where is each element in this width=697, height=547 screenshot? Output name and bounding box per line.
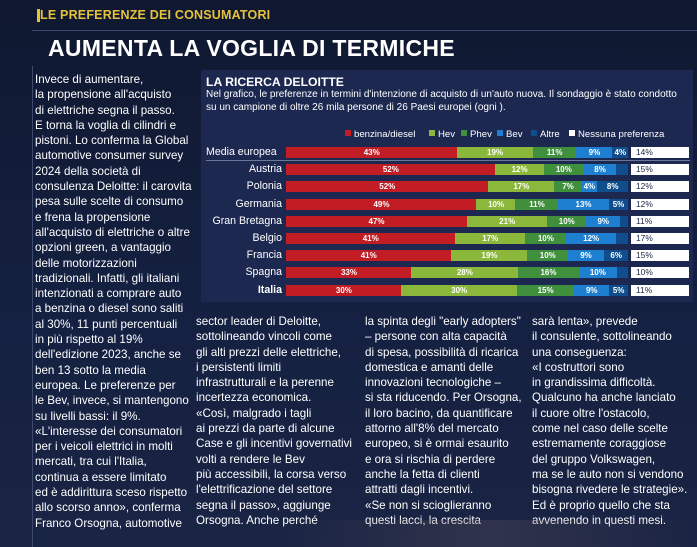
bar-segment: 28% xyxy=(411,267,519,279)
legend-label: Hev xyxy=(438,129,456,140)
rubric-marker xyxy=(37,9,40,22)
bar-segment: 5% xyxy=(608,198,629,210)
bar-segment: 33% xyxy=(286,267,412,279)
bar-segment: 3% xyxy=(615,164,629,176)
bar-segment: 4% xyxy=(612,147,629,158)
no-preference-value: 11% xyxy=(631,284,689,296)
bar-segment: 9% xyxy=(574,284,610,296)
background-glow xyxy=(280,520,697,547)
bar-segment: 43% xyxy=(286,147,458,158)
bar-segment: 12% xyxy=(495,164,544,176)
article-column-4: sarà lenta», prevede il consulente, sott… xyxy=(532,314,692,528)
bar-segment: 49% xyxy=(286,198,477,210)
article-column-2: sector leader di Deloitte, sottolineando… xyxy=(196,314,358,528)
chart-title: LA RICERCA DELOITTE xyxy=(206,75,344,89)
bar-segment: 7% xyxy=(554,181,582,193)
column-1-text: Invece di aumentare, la propensione all'… xyxy=(35,73,192,530)
legend-swatch xyxy=(429,130,435,136)
bar-segment: 3% xyxy=(616,267,629,279)
legend-label: Phev xyxy=(470,129,492,140)
bar-segment: 11% xyxy=(515,198,559,210)
no-preference-value: 12% xyxy=(631,198,689,210)
bar-segment: 9% xyxy=(567,250,605,262)
bar-segment: 12% xyxy=(566,233,617,244)
legend-swatch xyxy=(531,130,537,136)
legend-swatch xyxy=(461,130,467,136)
bar-segment: 9% xyxy=(576,147,613,158)
bar-segment: 5% xyxy=(608,284,629,296)
bar-segment: 19% xyxy=(450,250,528,262)
bar-segment: 6% xyxy=(603,250,629,262)
row-label: Media europea xyxy=(206,146,277,158)
bar-segment: 10% xyxy=(527,250,569,262)
bar-segment: 30% xyxy=(286,284,402,296)
bar-segment: 15% xyxy=(516,284,575,296)
average-divider xyxy=(206,160,690,161)
column-3-text: la spinta degli "early adopters" – perso… xyxy=(365,315,522,527)
row-label: Gran Bretagna xyxy=(212,214,283,227)
bar-segment: 10% xyxy=(543,164,585,176)
header-divider xyxy=(32,30,697,31)
legend-label: Altre xyxy=(540,129,560,140)
bar-segment: 52% xyxy=(286,164,496,176)
row-label: Spagna xyxy=(245,266,282,279)
bar-segment: 3% xyxy=(615,233,629,244)
row-label: Belgio xyxy=(252,232,282,244)
bar-segment: 10% xyxy=(524,233,567,244)
bar-segment: 4% xyxy=(581,181,598,193)
article-column-1: Invece di aumentare, la propensione all'… xyxy=(35,72,197,531)
row-label: Germania xyxy=(235,197,282,210)
row-label: Austria xyxy=(249,163,282,176)
legend-item-5: Altre xyxy=(531,129,560,140)
bar-segment: 8% xyxy=(596,181,629,193)
legend-swatch xyxy=(345,130,351,136)
row-label: Italia xyxy=(257,283,282,296)
no-preference-value: 15% xyxy=(631,250,689,262)
no-preference-value: 15% xyxy=(631,164,689,176)
bar-segment: 19% xyxy=(457,147,534,158)
bar-segment: 16% xyxy=(517,267,580,279)
bar-segment: 13% xyxy=(558,198,610,210)
legend-item-1: benzina/diesel xyxy=(345,129,415,140)
legend-label: Bev xyxy=(506,129,523,140)
column-4-text: sarà lenta», prevede il consulente, sott… xyxy=(532,315,688,527)
row-label: Francia xyxy=(246,249,282,262)
legend-item-2: Hev xyxy=(429,129,455,140)
legend-label: benzina/diesel xyxy=(354,129,416,140)
bar-segment: 10% xyxy=(476,198,516,210)
column-2-text: sector leader di Deloitte, sottolineando… xyxy=(196,315,352,527)
no-preference-value: 10% xyxy=(631,267,689,279)
bar-segment: 47% xyxy=(286,215,468,227)
section-rubric: LE PREFERENZE DEI CONSUMATORI xyxy=(40,8,271,22)
no-preference-value: 14% xyxy=(631,147,689,158)
chart-subtitle: Nel grafico, le preferenze in termini d'… xyxy=(206,89,677,113)
bar-segment: 41% xyxy=(286,233,456,244)
left-column-rule xyxy=(32,66,33,547)
no-preference-value: 12% xyxy=(631,181,689,193)
legend-item-4: Bev xyxy=(497,129,523,140)
bar-segment: 10% xyxy=(578,267,618,279)
no-preference-value: 11% xyxy=(631,215,689,227)
article-column-3: la spinta degli "early adopters" – perso… xyxy=(365,314,527,528)
bar-segment: 21% xyxy=(466,215,548,227)
bar-segment: 17% xyxy=(454,233,526,244)
legend-swatch xyxy=(569,130,575,136)
bar-segment: 41% xyxy=(286,250,452,262)
bar-segment: 11% xyxy=(532,147,577,158)
bar-segment: 10% xyxy=(547,215,587,227)
bar-segment: 8% xyxy=(583,164,617,176)
legend-label: Nessuna preferenza xyxy=(578,129,665,140)
legend-item-3: Phev xyxy=(461,129,492,140)
no-preference-value: 17% xyxy=(631,233,689,244)
bar-segment: 2% xyxy=(620,215,629,227)
bar-segment: 52% xyxy=(286,181,489,193)
legend-item-6: Nessuna preferenza xyxy=(569,129,664,140)
legend-swatch xyxy=(497,130,503,136)
article-headline: AUMENTA LA VOGLIA DI TERMICHE xyxy=(48,35,455,61)
bar-segment: 17% xyxy=(488,181,555,193)
bar-segment: 30% xyxy=(401,284,518,296)
row-label: Polonia xyxy=(246,180,282,193)
bar-segment: 9% xyxy=(585,215,621,227)
